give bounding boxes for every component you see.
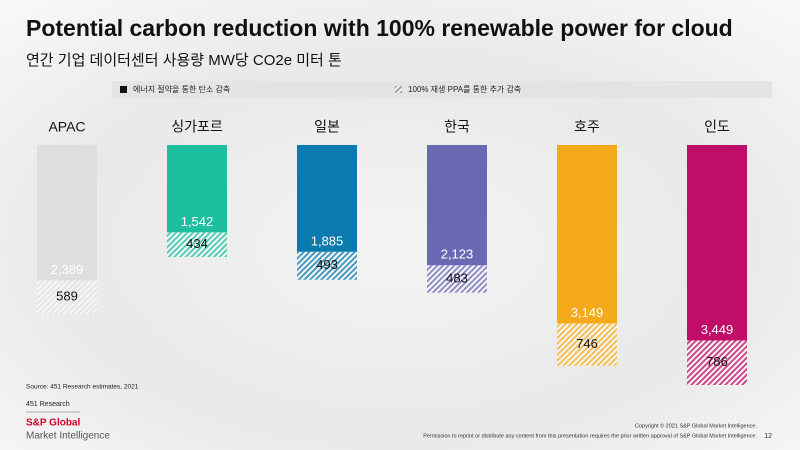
legend-label: 에너지 절약을 통한 탄소 감축 (133, 84, 230, 94)
bar-segment-hatched (427, 265, 487, 293)
title: Potential carbon reduction with 100% ren… (26, 15, 733, 41)
bar-segment-hatched (687, 340, 747, 385)
value-label: 483 (446, 270, 468, 285)
bar-segment (687, 145, 747, 341)
source: Source: 451 Research estimates, 2021 (26, 384, 139, 391)
value-label: 434 (186, 236, 208, 251)
category-label: 일본 (314, 119, 340, 135)
page-number: 12 (764, 433, 772, 440)
legend-band (112, 81, 772, 98)
category-label: 한국 (444, 119, 470, 135)
bar-segment-hatched (167, 232, 227, 257)
value-label: 589 (56, 289, 78, 304)
value-label: 786 (706, 354, 728, 369)
legend-label: 100% 재생 PPA를 통한 추가 감축 (408, 84, 521, 94)
copyright: Copyright © 2021 S&P Global Market Intel… (635, 422, 757, 429)
category-label: 호주 (574, 119, 600, 135)
bar-segment (37, 145, 97, 281)
legend-swatch (395, 86, 402, 93)
bar-segment (297, 145, 357, 252)
bar-segment (167, 145, 227, 233)
value-label: 2,389 (51, 262, 84, 277)
bar-segment-hatched (37, 280, 97, 314)
bar-segment (427, 145, 487, 266)
value-label: 1,885 (311, 233, 344, 248)
value-label: 3,149 (571, 305, 604, 320)
category-label: 싱가포르 (171, 119, 223, 135)
logo-top: S&P Global (26, 418, 80, 429)
permission: Permission to reprint or distribute any … (423, 433, 757, 439)
value-label: 2,123 (441, 247, 474, 262)
bar-segment-hatched (297, 251, 357, 280)
logo-bottom: Market Intelligence (26, 431, 110, 442)
legend-swatch (120, 86, 127, 93)
value-label: 3,449 (701, 322, 734, 337)
category-label: APAC (48, 119, 85, 135)
org: 451 Research (26, 401, 70, 408)
value-label: 493 (316, 257, 338, 272)
subtitle: 연간 기업 데이터센터 사용량 MW당 CO2e 미터 톤 (26, 52, 342, 69)
category-label: 인도 (704, 119, 730, 135)
bar-segment-hatched (557, 323, 617, 366)
value-label: 746 (576, 336, 598, 351)
value-label: 1,542 (181, 214, 214, 229)
bar-segment (557, 145, 617, 324)
